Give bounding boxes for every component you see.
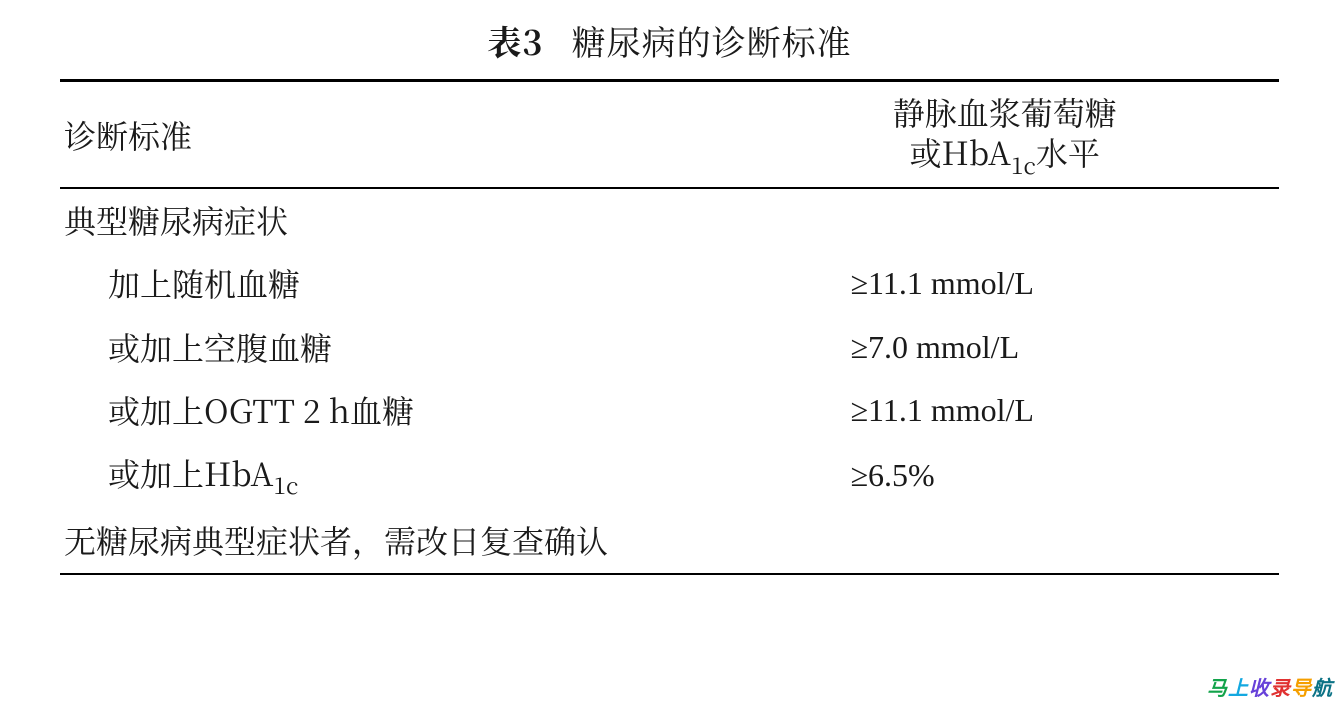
cell-criteria-prefix: 或加上HbA	[108, 450, 273, 496]
cell-criteria: 无糖尿病典型症状者，需改日复查确认	[60, 509, 1279, 573]
cell-criteria: 典型糖尿病症状	[60, 189, 730, 252]
diagnosis-table: 诊断标准 静脉血浆葡萄糖 或HbA1c水平 典型糖尿病症状 加上随机血糖 ≥11…	[60, 79, 1279, 575]
table-title-text: 糖尿病的诊断标准	[572, 16, 852, 65]
table-header-row: 诊断标准 静脉血浆葡萄糖 或HbA1c水平	[60, 82, 1279, 188]
header-value-line2-suffix: 水平	[1036, 129, 1100, 175]
cell-criteria: 或加上OGTT 2 h血糖	[60, 379, 730, 442]
cell-criteria: 加上随机血糖	[60, 252, 730, 315]
table-row: 或加上OGTT 2 h血糖 ≥11.1 mmol/L	[60, 379, 1279, 442]
cell-value: ≥11.1 mmol/L	[730, 379, 1279, 442]
header-value-line2-prefix: 或HbA	[910, 129, 1011, 175]
cell-value: ≥11.1 mmol/L	[730, 252, 1279, 315]
table-caption: 表3 糖尿病的诊断标准	[60, 16, 1279, 65]
table-row: 或加上HbA1c ≥6.5%	[60, 442, 1279, 510]
watermark-char: 录	[1270, 672, 1291, 701]
watermark-char: 导	[1291, 672, 1312, 701]
watermark-char: 收	[1249, 672, 1270, 701]
header-value: 静脉血浆葡萄糖 或HbA1c水平	[730, 82, 1279, 188]
table-row: 无糖尿病典型症状者，需改日复查确认	[60, 509, 1279, 573]
page-container: 表3 糖尿病的诊断标准 诊断标准 静脉血浆葡萄糖 或HbA1c水平 典型糖尿病症状	[0, 0, 1339, 575]
cell-value: ≥6.5%	[730, 442, 1279, 510]
watermark-char: 航	[1312, 672, 1333, 701]
table-number: 表3	[487, 16, 543, 65]
cell-criteria-sub: 1c	[273, 467, 298, 501]
table-row: 典型糖尿病症状	[60, 189, 1279, 252]
table-row: 加上随机血糖 ≥11.1 mmol/L	[60, 252, 1279, 315]
rule-bottom	[60, 574, 1279, 575]
cell-value	[730, 189, 1279, 252]
watermark-char: 上	[1228, 672, 1249, 701]
cell-value: ≥7.0 mmol/L	[730, 316, 1279, 379]
watermark-char: 马	[1207, 672, 1228, 701]
cell-criteria: 或加上空腹血糖	[60, 316, 730, 379]
cell-criteria: 或加上HbA1c	[60, 442, 730, 510]
table-row: 或加上空腹血糖 ≥7.0 mmol/L	[60, 316, 1279, 379]
watermark: 马上收录导航	[1207, 672, 1333, 701]
header-criteria: 诊断标准	[60, 82, 730, 188]
header-value-line2-sub: 1c	[1011, 147, 1036, 181]
